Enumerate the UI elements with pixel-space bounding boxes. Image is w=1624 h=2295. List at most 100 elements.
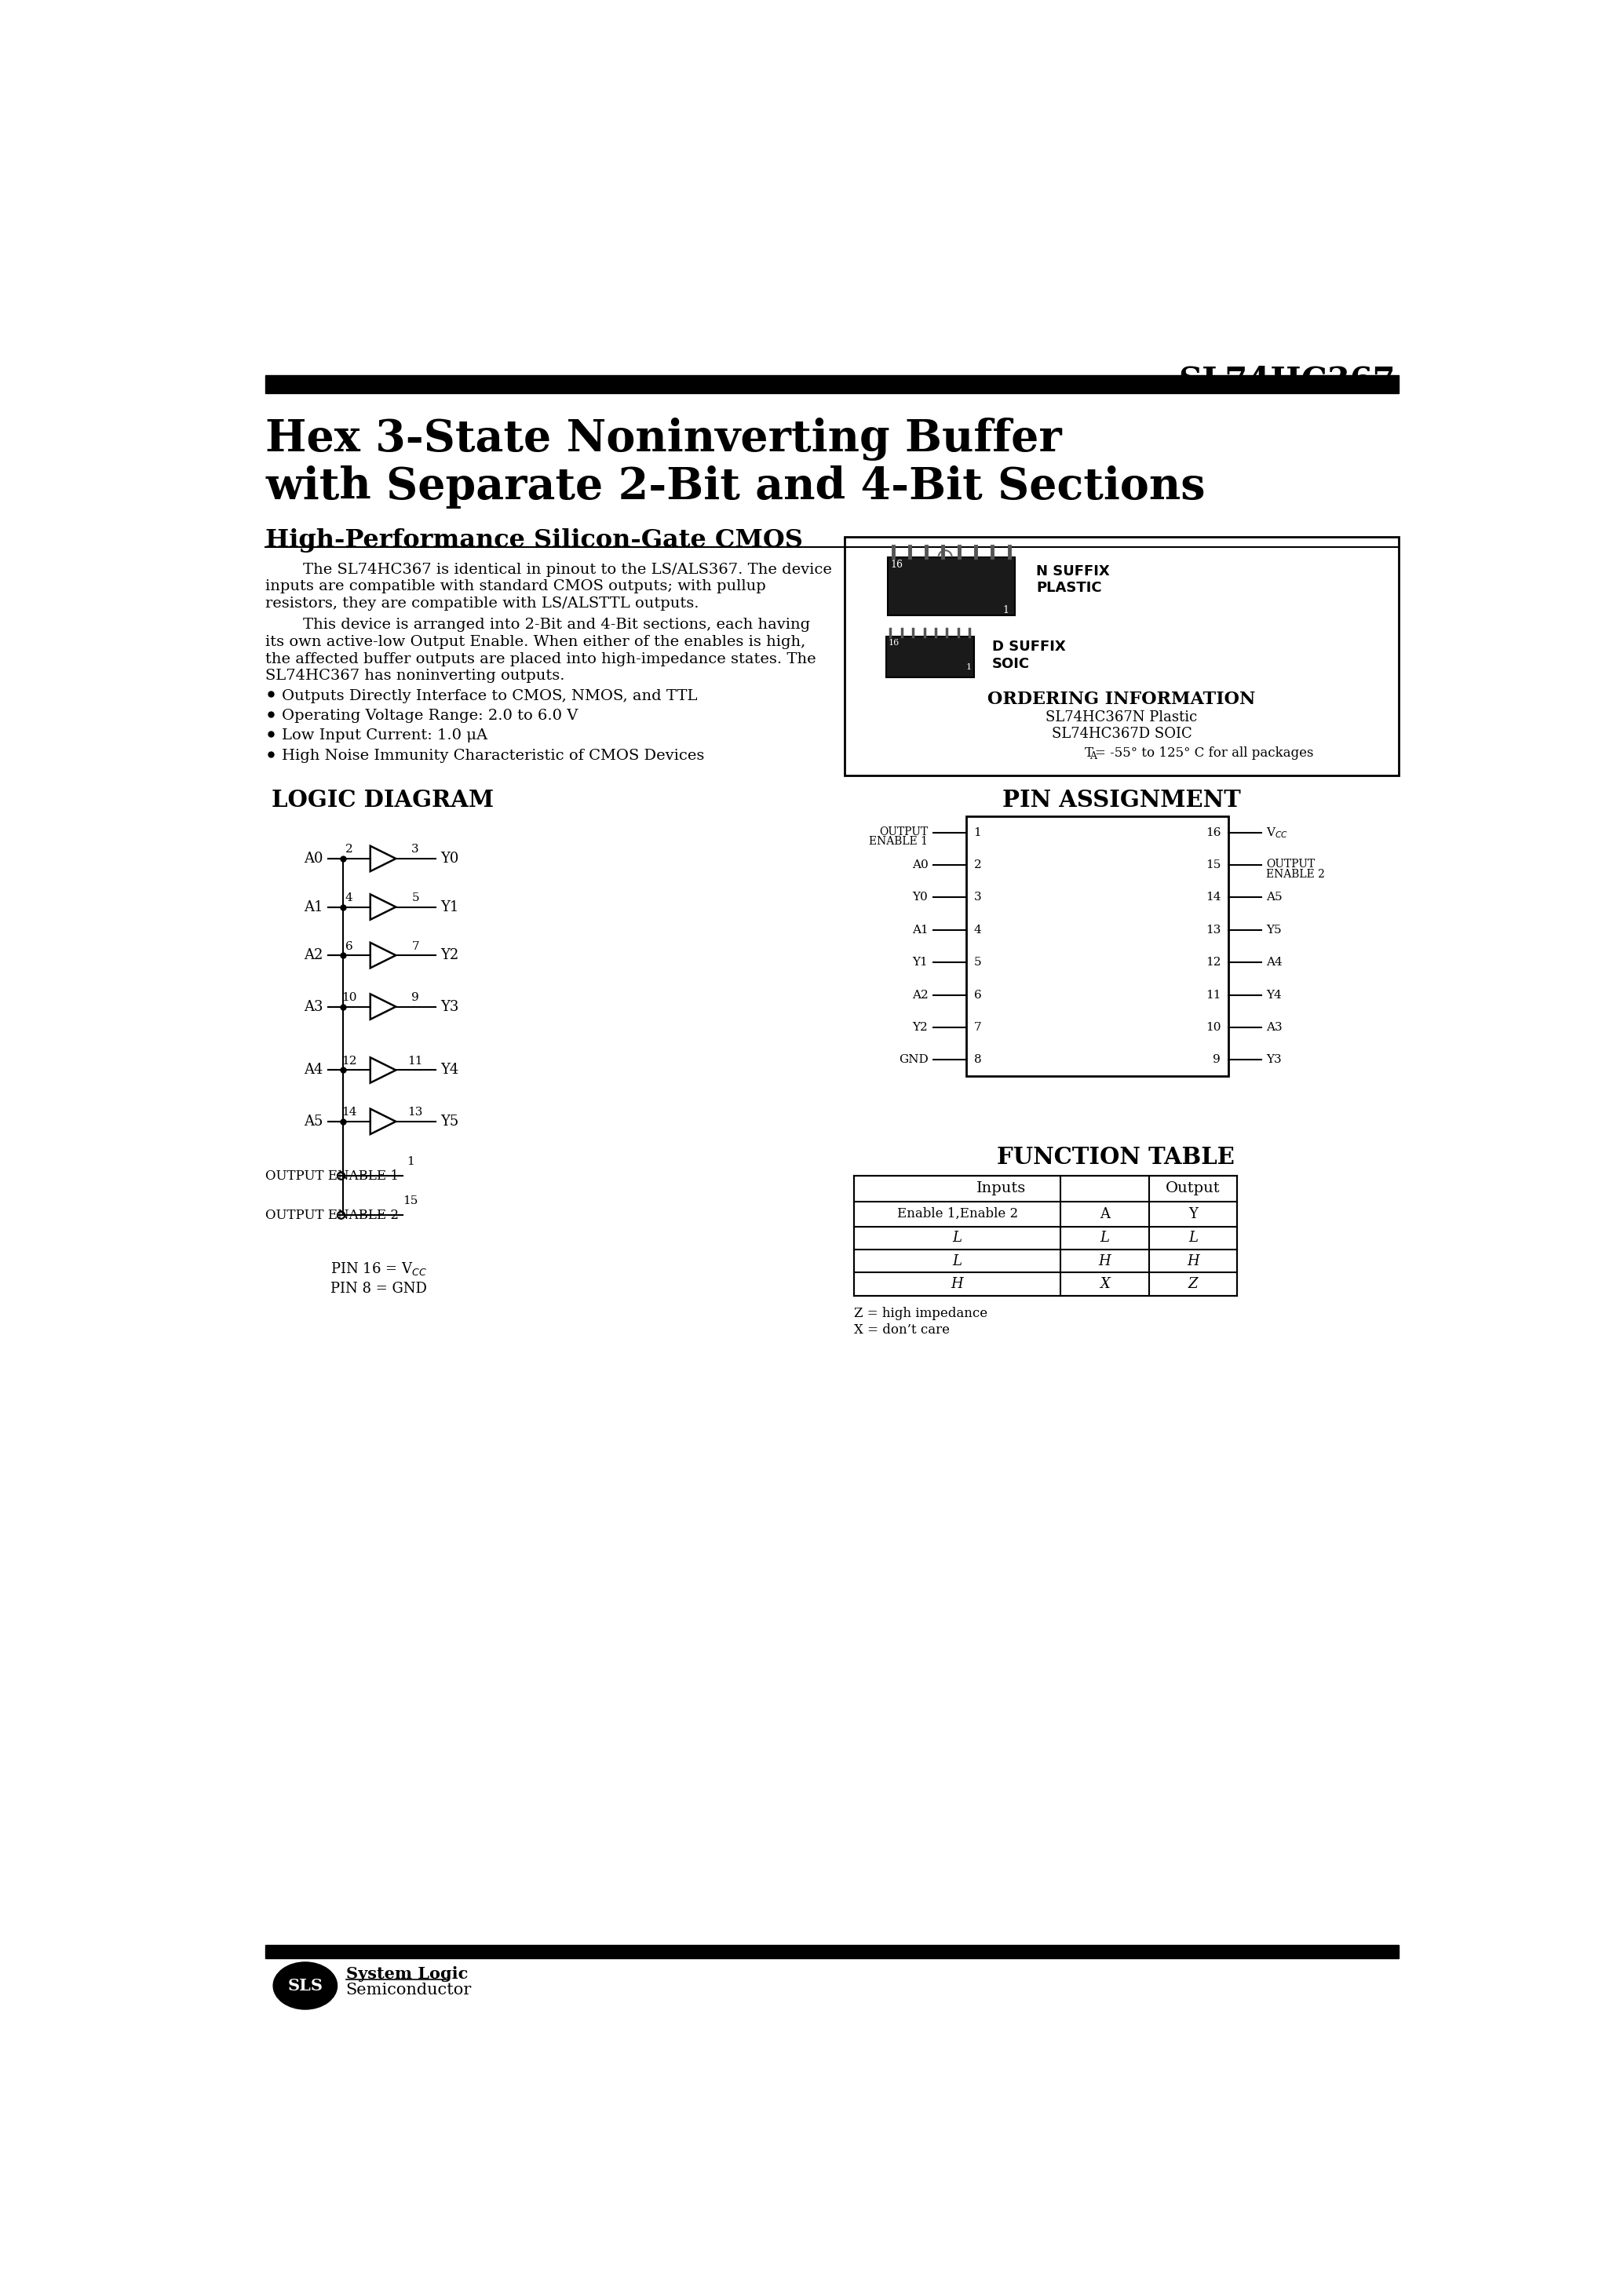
Text: 2: 2 bbox=[974, 861, 981, 870]
Text: A1: A1 bbox=[911, 925, 927, 936]
Text: 16: 16 bbox=[1205, 826, 1221, 838]
Bar bbox=[887, 636, 974, 677]
Text: X: X bbox=[1099, 1276, 1109, 1292]
Text: 7: 7 bbox=[974, 1021, 981, 1033]
Text: PIN ASSIGNMENT: PIN ASSIGNMENT bbox=[1002, 789, 1241, 812]
Text: A2: A2 bbox=[911, 989, 927, 1001]
Text: = -55° to 125° C for all packages: = -55° to 125° C for all packages bbox=[1095, 746, 1314, 760]
Text: A5: A5 bbox=[1267, 893, 1283, 902]
Text: A0: A0 bbox=[304, 851, 323, 865]
Text: 11: 11 bbox=[408, 1056, 422, 1067]
Text: L: L bbox=[953, 1230, 961, 1246]
Ellipse shape bbox=[273, 1962, 338, 2010]
Text: Hex 3-State Noninverting Buffer: Hex 3-State Noninverting Buffer bbox=[266, 418, 1062, 461]
Text: 8: 8 bbox=[974, 1053, 981, 1065]
Text: PLASTIC: PLASTIC bbox=[1036, 581, 1103, 594]
Text: Y: Y bbox=[1189, 1207, 1197, 1221]
Text: Y5: Y5 bbox=[440, 1115, 458, 1129]
Text: 16: 16 bbox=[890, 560, 903, 569]
Text: Semiconductor: Semiconductor bbox=[346, 1983, 471, 1997]
Text: the affected buffer outputs are placed into high-impedance states. The: the affected buffer outputs are placed i… bbox=[266, 652, 817, 666]
Text: Y5: Y5 bbox=[1267, 925, 1281, 936]
Text: 1: 1 bbox=[406, 1157, 414, 1168]
Bar bbox=[844, 537, 1398, 776]
Text: Y2: Y2 bbox=[440, 948, 458, 962]
Text: with Separate 2-Bit and 4-Bit Sections: with Separate 2-Bit and 4-Bit Sections bbox=[266, 466, 1205, 509]
Bar bbox=[887, 558, 1015, 615]
Text: A4: A4 bbox=[1267, 957, 1283, 968]
Text: The SL74HC367 is identical in pinout to the LS/ALS367. The device: The SL74HC367 is identical in pinout to … bbox=[304, 562, 833, 576]
Text: High-Performance Silicon-Gate CMOS: High-Performance Silicon-Gate CMOS bbox=[266, 528, 804, 553]
Text: T: T bbox=[1085, 746, 1093, 760]
Text: D SUFFIX: D SUFFIX bbox=[992, 640, 1065, 654]
Text: FUNCTION TABLE: FUNCTION TABLE bbox=[997, 1145, 1234, 1168]
Bar bbox=[966, 817, 1228, 1076]
Text: 14: 14 bbox=[1205, 893, 1221, 902]
Text: 3: 3 bbox=[974, 893, 981, 902]
Text: SL74HC367N Plastic: SL74HC367N Plastic bbox=[1046, 711, 1197, 725]
Text: PIN 8 = GND: PIN 8 = GND bbox=[331, 1281, 427, 1297]
Text: 15: 15 bbox=[1205, 861, 1221, 870]
Text: Y0: Y0 bbox=[440, 851, 458, 865]
Text: Output: Output bbox=[1166, 1182, 1220, 1196]
Text: 9: 9 bbox=[1213, 1053, 1221, 1065]
Text: N SUFFIX: N SUFFIX bbox=[1036, 565, 1109, 578]
Text: Z = high impedance: Z = high impedance bbox=[854, 1306, 987, 1320]
Text: A4: A4 bbox=[304, 1063, 323, 1076]
Text: Y3: Y3 bbox=[440, 1001, 458, 1014]
Text: inputs are compatible with standard CMOS outputs; with pullup: inputs are compatible with standard CMOS… bbox=[266, 578, 767, 594]
Text: Outputs Directly Interface to CMOS, NMOS, and TTL: Outputs Directly Interface to CMOS, NMOS… bbox=[283, 688, 698, 702]
Text: its own active-low Output Enable. When either of the enables is high,: its own active-low Output Enable. When e… bbox=[266, 636, 806, 649]
Text: 6: 6 bbox=[346, 941, 352, 952]
Text: OUTPUT ENABLE 2: OUTPUT ENABLE 2 bbox=[266, 1209, 400, 1221]
Text: A5: A5 bbox=[304, 1115, 323, 1129]
Text: 14: 14 bbox=[341, 1106, 357, 1118]
Text: 1: 1 bbox=[1002, 606, 1009, 615]
Text: L: L bbox=[953, 1253, 961, 1269]
Text: 12: 12 bbox=[1205, 957, 1221, 968]
Text: A: A bbox=[1090, 750, 1096, 762]
Text: 12: 12 bbox=[341, 1056, 357, 1067]
Bar bbox=[854, 1175, 1237, 1297]
Text: 2: 2 bbox=[346, 845, 352, 856]
Text: V$_{CC}$: V$_{CC}$ bbox=[1267, 826, 1288, 840]
Text: 4: 4 bbox=[346, 893, 352, 904]
Text: System Logic: System Logic bbox=[346, 1967, 468, 1981]
Bar bbox=[266, 374, 1398, 392]
Text: Inputs: Inputs bbox=[976, 1182, 1026, 1196]
Text: 4: 4 bbox=[974, 925, 981, 936]
Text: 13: 13 bbox=[408, 1106, 422, 1118]
Text: 3: 3 bbox=[411, 845, 419, 856]
Text: 15: 15 bbox=[403, 1196, 417, 1207]
Text: 1: 1 bbox=[974, 826, 981, 838]
Text: 1: 1 bbox=[966, 663, 971, 670]
Text: L: L bbox=[1189, 1230, 1199, 1246]
Text: A: A bbox=[1099, 1207, 1109, 1221]
Text: PIN 16 = V$_{CC}$: PIN 16 = V$_{CC}$ bbox=[331, 1260, 427, 1276]
Text: Low Input Current: 1.0 μA: Low Input Current: 1.0 μA bbox=[283, 730, 487, 744]
Text: H: H bbox=[952, 1276, 963, 1292]
Text: Y3: Y3 bbox=[1267, 1053, 1281, 1065]
Text: 5: 5 bbox=[411, 893, 419, 904]
Text: ORDERING INFORMATION: ORDERING INFORMATION bbox=[987, 691, 1255, 707]
Text: X = don’t care: X = don’t care bbox=[854, 1324, 950, 1336]
Text: A0: A0 bbox=[911, 861, 927, 870]
Text: SL74HC367: SL74HC367 bbox=[1179, 365, 1395, 397]
Text: Y2: Y2 bbox=[913, 1021, 927, 1033]
Text: L: L bbox=[1099, 1230, 1109, 1246]
Text: H: H bbox=[1187, 1253, 1199, 1269]
Text: LOGIC DIAGRAM: LOGIC DIAGRAM bbox=[271, 789, 494, 812]
Text: Y4: Y4 bbox=[440, 1063, 458, 1076]
Text: 7: 7 bbox=[411, 941, 419, 952]
Text: SLS: SLS bbox=[287, 1978, 323, 1994]
Text: 9: 9 bbox=[411, 991, 419, 1003]
Text: OUTPUT ENABLE 1: OUTPUT ENABLE 1 bbox=[266, 1168, 400, 1182]
Text: Operating Voltage Range: 2.0 to 6.0 V: Operating Voltage Range: 2.0 to 6.0 V bbox=[283, 709, 578, 723]
Text: ENABLE 2: ENABLE 2 bbox=[1267, 868, 1325, 879]
Text: Enable 1,Enable 2: Enable 1,Enable 2 bbox=[896, 1207, 1018, 1221]
Text: 13: 13 bbox=[1205, 925, 1221, 936]
Text: 11: 11 bbox=[1205, 989, 1221, 1001]
Text: 10: 10 bbox=[341, 991, 357, 1003]
Text: Y1: Y1 bbox=[913, 957, 927, 968]
Text: A3: A3 bbox=[1267, 1021, 1283, 1033]
